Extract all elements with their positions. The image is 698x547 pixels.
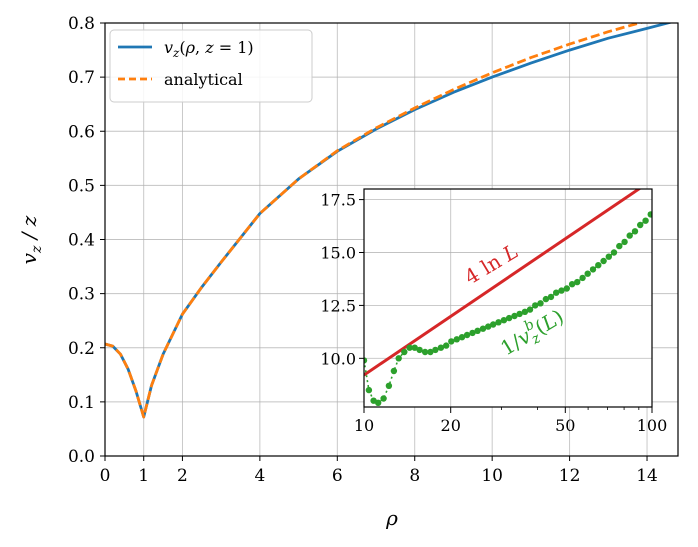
main-series bbox=[105, 23, 674, 419]
x-tick-label: 12 bbox=[559, 466, 581, 486]
x-tick-label: 14 bbox=[636, 466, 658, 486]
data-point-inverse-velocity bbox=[621, 238, 628, 246]
data-point-inverse-velocity bbox=[589, 266, 597, 273]
legend: vz(ρ, z = 1) analytical bbox=[109, 29, 313, 103]
data-point-inverse-velocity bbox=[453, 336, 460, 343]
x-tick-label: 4 bbox=[254, 466, 265, 486]
data-point-inverse-velocity bbox=[443, 342, 450, 349]
y-tick-label: 0.0 bbox=[68, 447, 95, 467]
inset-x-tick-label: 100 bbox=[637, 416, 668, 435]
data-point-inverse-velocity bbox=[458, 334, 466, 341]
y-tick-label: 0.4 bbox=[68, 231, 95, 251]
data-point-inverse-velocity bbox=[364, 357, 368, 364]
data-point-inverse-velocity bbox=[532, 302, 539, 309]
inset-y-tick-label: 17.5 bbox=[320, 191, 356, 210]
series-line-log-fit bbox=[364, 189, 642, 377]
data-point-inverse-velocity bbox=[437, 344, 445, 351]
data-point-inverse-velocity bbox=[427, 348, 434, 356]
y-tick-label: 0.6 bbox=[68, 122, 95, 142]
series-line-analytical bbox=[105, 23, 645, 419]
data-point-inverse-velocity bbox=[584, 270, 591, 277]
legend-label-numerical: vz(ρ, z = 1) bbox=[164, 38, 254, 60]
data-point-inverse-velocity bbox=[626, 232, 633, 239]
y-tick-label: 0.3 bbox=[68, 285, 95, 305]
data-point-inverse-velocity bbox=[406, 344, 413, 351]
main-axes-frame bbox=[104, 22, 679, 457]
data-point-inverse-velocity bbox=[553, 289, 560, 296]
data-point-inverse-velocity bbox=[401, 348, 408, 356]
y-tick-label: 0.7 bbox=[68, 68, 95, 88]
data-point-inverse-velocity bbox=[448, 338, 455, 345]
y-tick-label: 0.1 bbox=[68, 393, 95, 413]
legend-label-analytical: analytical bbox=[164, 70, 243, 89]
x-tick-label: 2 bbox=[177, 466, 188, 486]
data-point-inverse-velocity bbox=[610, 249, 618, 256]
data-point-inverse-velocity bbox=[500, 317, 508, 324]
data-point-inverse-velocity bbox=[631, 228, 639, 235]
data-point-inverse-velocity bbox=[595, 262, 602, 269]
data-point-inverse-velocity bbox=[537, 300, 544, 307]
data-point-inverse-velocity bbox=[647, 211, 652, 218]
data-point-inverse-velocity bbox=[616, 242, 623, 250]
x-axis-label: ρ bbox=[385, 506, 398, 530]
data-point-inverse-velocity bbox=[416, 346, 423, 354]
x-tick-label: 10 bbox=[481, 466, 503, 486]
data-point-inverse-velocity bbox=[365, 386, 373, 394]
data-point-inverse-velocity bbox=[469, 329, 476, 337]
inset-x-tick-label: 10 bbox=[354, 416, 374, 435]
data-point-inverse-velocity bbox=[390, 367, 398, 375]
data-point-inverse-velocity bbox=[411, 344, 418, 351]
data-point-inverse-velocity bbox=[511, 312, 518, 320]
data-point-inverse-velocity bbox=[395, 355, 402, 362]
data-point-inverse-velocity bbox=[563, 285, 570, 292]
data-point-inverse-velocity bbox=[516, 310, 523, 318]
legend-box bbox=[109, 29, 313, 103]
svg-text:vz / z: vz / z bbox=[17, 215, 45, 264]
data-point-inverse-velocity bbox=[485, 323, 492, 330]
data-point-inverse-velocity bbox=[558, 287, 565, 294]
data-point-inverse-velocity bbox=[432, 346, 439, 354]
inset-axes-frame bbox=[363, 188, 653, 408]
inset-y-tick-label: 15.0 bbox=[320, 243, 356, 262]
y-axis-label: vz / z bbox=[17, 215, 45, 264]
inset-series bbox=[364, 189, 652, 406]
x-tick-label: 8 bbox=[409, 466, 420, 486]
x-tick-label: 6 bbox=[332, 466, 343, 486]
data-point-inverse-velocity bbox=[526, 306, 534, 313]
data-point-inverse-velocity bbox=[542, 295, 550, 303]
inset-background bbox=[364, 189, 652, 407]
main-ticks: 0 1 2 4 6 8 10 12 140.00.10.20.30.40.50.60.70.8 bbox=[68, 14, 658, 486]
x-tick-label: 0 bbox=[100, 466, 111, 486]
inset-x-tick-label: 20 bbox=[441, 416, 461, 435]
inset-ticks: 10 20 50 100 10.0 12.5 15.0 17.5 bbox=[320, 191, 667, 435]
data-point-inverse-velocity bbox=[574, 278, 581, 286]
data-point-inverse-velocity bbox=[547, 293, 555, 301]
data-point-inverse-velocity bbox=[479, 325, 487, 332]
y-tick-label: 0.8 bbox=[68, 14, 95, 34]
y-tick-label: 0.2 bbox=[68, 339, 95, 359]
data-point-inverse-velocity bbox=[637, 221, 644, 229]
inset-x-tick-label: 50 bbox=[555, 416, 575, 435]
data-point-inverse-velocity bbox=[375, 399, 382, 406]
data-point-inverse-velocity bbox=[642, 217, 649, 224]
data-point-inverse-velocity bbox=[463, 331, 471, 339]
inset-y-tick-label: 12.5 bbox=[320, 296, 356, 315]
data-point-inverse-velocity bbox=[505, 314, 513, 322]
data-point-inverse-velocity bbox=[385, 382, 393, 389]
data-point-inverse-velocity bbox=[490, 321, 497, 328]
inset-y-tick-label: 10.0 bbox=[320, 349, 356, 368]
data-point-inverse-velocity bbox=[605, 253, 612, 260]
data-point-inverse-velocity bbox=[521, 308, 529, 315]
data-point-inverse-velocity bbox=[579, 274, 586, 282]
y-tick-label: 0.5 bbox=[68, 176, 95, 196]
data-point-inverse-velocity bbox=[421, 348, 429, 356]
data-point-inverse-velocity bbox=[474, 327, 481, 334]
data-point-inverse-velocity bbox=[600, 257, 607, 265]
series-line-numerical bbox=[105, 23, 674, 419]
data-point-inverse-velocity bbox=[380, 395, 387, 402]
data-point-inverse-velocity bbox=[495, 319, 502, 326]
data-point-inverse-velocity bbox=[568, 281, 576, 288]
x-tick-label: 1 bbox=[138, 466, 149, 486]
